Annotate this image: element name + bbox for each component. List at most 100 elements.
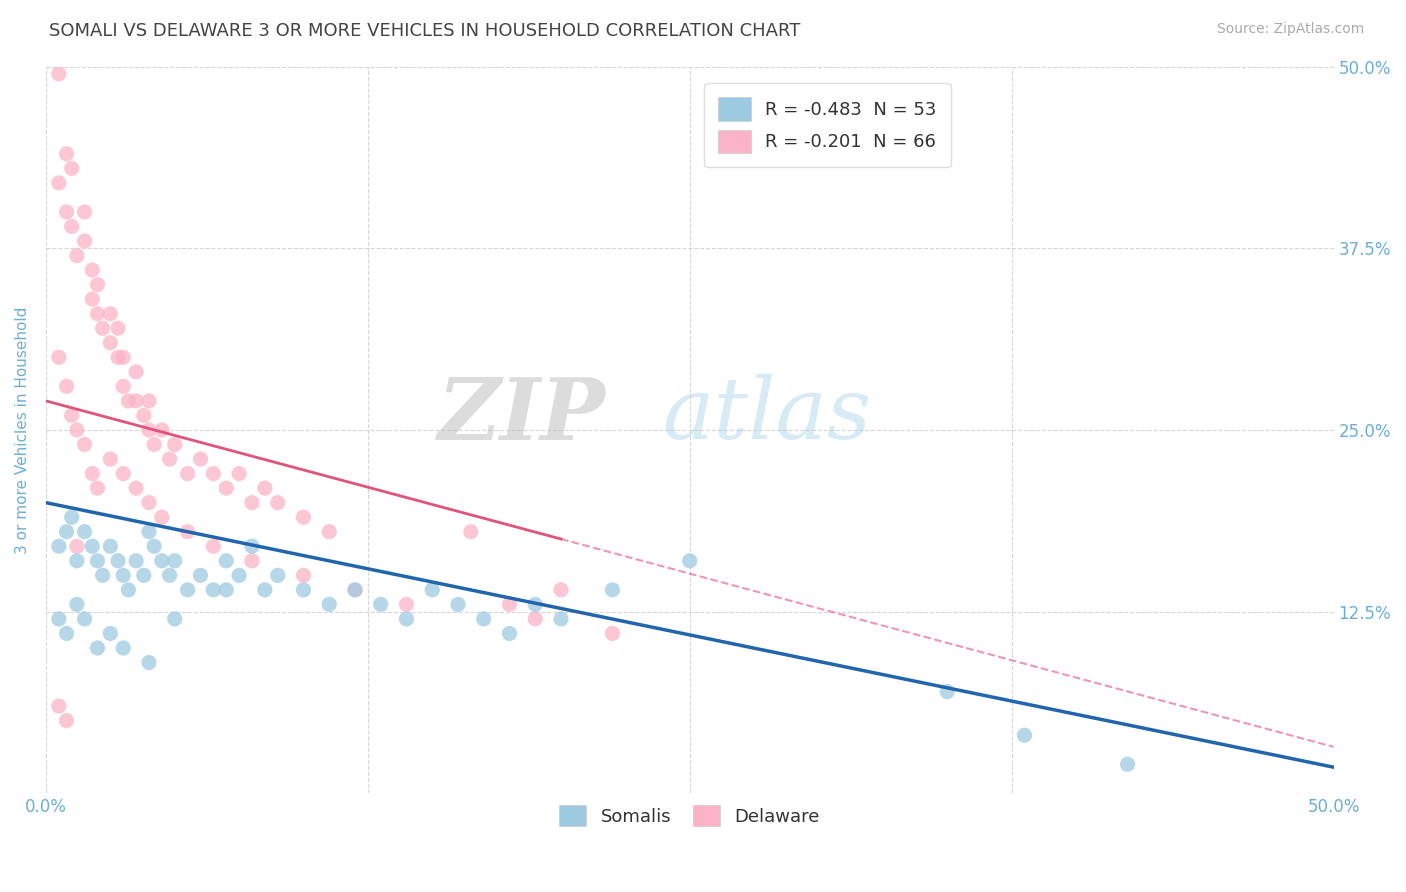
Point [936, 684, 959, 698]
Point [112, 351, 135, 365]
Point [82, 263, 104, 277]
Point [55, 205, 77, 219]
Point [112, 568, 135, 582]
Point [602, 626, 624, 640]
Point [228, 467, 250, 481]
Point [107, 351, 129, 365]
Point [112, 467, 135, 481]
Point [138, 656, 160, 670]
Point [73, 612, 96, 626]
Point [82, 467, 104, 481]
Point [143, 539, 166, 553]
Point [138, 423, 160, 437]
Point [343, 582, 366, 597]
Point [86, 640, 108, 655]
Point [215, 554, 238, 568]
Point [82, 539, 104, 553]
Point [86, 554, 108, 568]
Point [125, 554, 148, 568]
Point [190, 452, 212, 467]
Point [98, 626, 121, 640]
Point [73, 234, 96, 248]
Point [202, 582, 225, 597]
Text: atlas: atlas [662, 374, 872, 457]
Point [460, 524, 482, 539]
Point [66, 248, 89, 262]
Point [292, 568, 315, 582]
Point [125, 365, 148, 379]
Point [73, 524, 96, 539]
Point [60, 161, 83, 176]
Point [550, 582, 572, 597]
Point [112, 640, 135, 655]
Point [112, 379, 135, 393]
Point [60, 409, 83, 423]
Point [55, 524, 77, 539]
Point [107, 554, 129, 568]
Point [318, 524, 340, 539]
Point [66, 539, 89, 553]
Point [55, 146, 77, 161]
Point [150, 423, 173, 437]
Point [150, 554, 173, 568]
Point [163, 612, 186, 626]
Point [91, 568, 114, 582]
Point [163, 437, 186, 451]
Point [524, 612, 547, 626]
Point [292, 510, 315, 524]
Point [163, 554, 186, 568]
Point [498, 626, 520, 640]
Point [82, 292, 104, 306]
Point [98, 307, 121, 321]
Point [228, 568, 250, 582]
Legend: Somalis, Delaware: Somalis, Delaware [550, 797, 830, 835]
Point [1116, 757, 1139, 772]
Point [253, 582, 276, 597]
Point [267, 496, 290, 510]
Point [159, 568, 181, 582]
Point [55, 379, 77, 393]
Point [498, 598, 520, 612]
Point [176, 582, 198, 597]
Point [176, 524, 198, 539]
Point [202, 539, 225, 553]
Point [602, 582, 624, 597]
Point [125, 393, 148, 408]
Point [86, 307, 108, 321]
Point [215, 582, 238, 597]
Point [240, 496, 263, 510]
Point [240, 554, 263, 568]
Point [86, 277, 108, 292]
Point [86, 481, 108, 495]
Text: SOMALI VS DELAWARE 3 OR MORE VEHICLES IN HOUSEHOLD CORRELATION CHART: SOMALI VS DELAWARE 3 OR MORE VEHICLES IN… [49, 22, 800, 40]
Point [679, 554, 702, 568]
Point [48, 699, 70, 714]
Text: ZIP: ZIP [439, 374, 606, 458]
Point [60, 510, 83, 524]
Point [267, 568, 290, 582]
Point [143, 437, 166, 451]
Point [48, 67, 70, 81]
Point [138, 496, 160, 510]
Point [66, 554, 89, 568]
Point [107, 321, 129, 335]
Point [117, 393, 139, 408]
Point [420, 582, 443, 597]
Point [125, 481, 148, 495]
Point [176, 467, 198, 481]
Point [91, 321, 114, 335]
Point [447, 598, 470, 612]
Point [215, 481, 238, 495]
Point [55, 626, 77, 640]
Y-axis label: 3 or more Vehicles in Household: 3 or more Vehicles in Household [15, 306, 30, 554]
Point [202, 467, 225, 481]
Point [73, 437, 96, 451]
Point [98, 539, 121, 553]
Point [472, 612, 495, 626]
Point [395, 612, 418, 626]
Point [190, 568, 212, 582]
Point [48, 612, 70, 626]
Point [48, 539, 70, 553]
Text: Source: ZipAtlas.com: Source: ZipAtlas.com [1216, 22, 1364, 37]
Point [132, 568, 155, 582]
